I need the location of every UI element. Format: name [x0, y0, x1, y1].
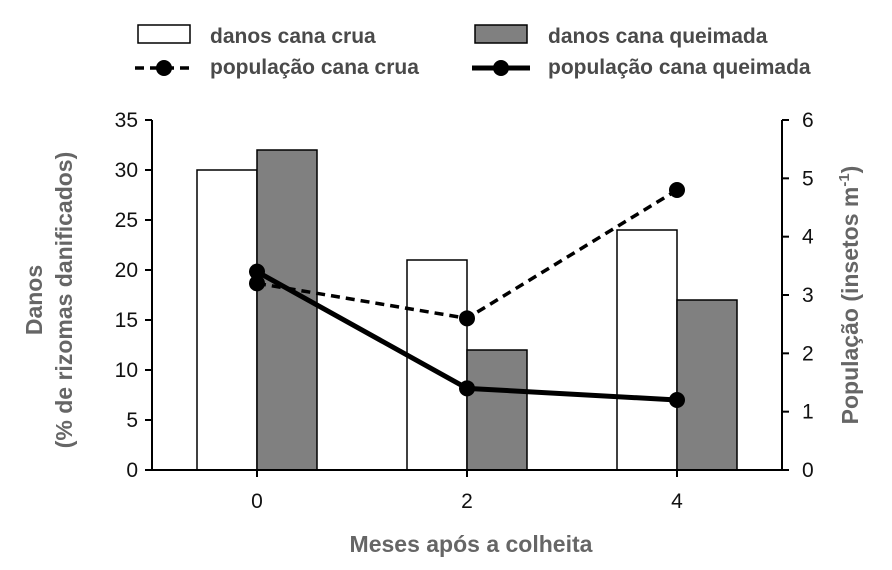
- legend-label-danos-cana-crua: danos cana crua: [210, 25, 376, 48]
- left-axis-title-line1: Danos: [21, 265, 47, 335]
- right-tick-label-2: 2: [802, 342, 814, 365]
- left-tick-label-0: 0: [126, 459, 138, 482]
- right-axis-title-end: ): [837, 166, 863, 174]
- right-tick-label-4: 4: [802, 226, 814, 249]
- bar-danos-cana-queimada-0: [256, 149, 318, 471]
- x-tick-label-0: 0: [251, 490, 263, 513]
- legend-label-danos-cana-queimada: danos cana queimada: [548, 25, 768, 48]
- bar-danos-cana-queimada-4: [676, 299, 738, 471]
- legend-swatch-danos-cana-queimada: [474, 24, 528, 44]
- left-axis-title-line2: (% de rizomas danificados): [51, 152, 77, 449]
- right-tick-label-3: 3: [802, 284, 814, 307]
- right-tick-label-6: 6: [802, 109, 814, 132]
- left-axis-title: Danos (% de rizomas danificados): [21, 152, 77, 449]
- right-axis-title-sup: -1: [836, 173, 853, 186]
- bar-danos-cana-crua-0: [196, 169, 258, 471]
- legend-marker-populacao-cana-crua: [156, 60, 172, 76]
- right-tick-label-1: 1: [802, 401, 814, 424]
- left-tick-label-30: 30: [115, 159, 138, 182]
- legend-label-populacao-cana-crua: população cana crua: [210, 56, 419, 79]
- bar-danos-cana-crua-4: [616, 229, 678, 471]
- left-tick-label-35: 35: [115, 109, 138, 132]
- left-tick-label-10: 10: [115, 359, 138, 382]
- x-tick-label-2: 2: [461, 490, 473, 513]
- point-populacao-cana-crua-2: [459, 310, 475, 327]
- right-axis-title: População (insetos m-1): [836, 166, 863, 425]
- left-tick-label-15: 15: [115, 309, 138, 332]
- left-tick-label-20: 20: [115, 259, 138, 282]
- left-tick-label-5: 5: [126, 409, 138, 432]
- legend: danos cana crua danos cana queimada popu…: [135, 24, 811, 79]
- x-axis-title: Meses após a colheita: [350, 531, 593, 557]
- point-populacao-cana-crua-4: [669, 182, 685, 198]
- point-populacao-cana-queimada-2: [459, 380, 475, 397]
- point-populacao-cana-queimada-4: [669, 392, 685, 408]
- bar-danos-cana-crua-2: [406, 259, 468, 471]
- plot-area: 0 5 10 15 20 25 30 35 0 1 2 3 4 5 6 0 2 4: [115, 109, 814, 513]
- right-tick-label-0: 0: [802, 459, 814, 482]
- point-populacao-cana-queimada-0: [249, 263, 265, 280]
- right-axis-title-main: População (insetos m: [837, 187, 863, 425]
- legend-swatch-danos-cana-crua: [137, 24, 191, 44]
- legend-label-populacao-cana-queimada: população cana queimada: [548, 56, 811, 79]
- x-tick-label-4: 4: [671, 490, 683, 513]
- point-populacao-cana-crua-0: [249, 275, 265, 292]
- left-tick-label-25: 25: [115, 209, 138, 232]
- bar-danos-cana-queimada-2: [466, 349, 528, 471]
- legend-marker-populacao-cana-queimada: [493, 60, 509, 76]
- right-tick-label-5: 5: [802, 167, 814, 190]
